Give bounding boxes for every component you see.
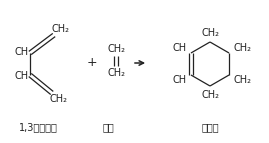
Text: CH₂: CH₂	[233, 75, 251, 85]
Text: CH: CH	[173, 75, 187, 85]
Text: CH₂: CH₂	[107, 68, 125, 78]
Text: CH₂: CH₂	[233, 43, 251, 53]
Text: CH: CH	[15, 47, 29, 57]
Text: CH₂: CH₂	[107, 44, 125, 54]
Text: CH₂: CH₂	[52, 24, 70, 34]
Text: CH: CH	[173, 43, 187, 53]
Text: +: +	[87, 56, 97, 69]
Text: CH₂: CH₂	[201, 28, 219, 38]
Text: 环己烯: 环己烯	[201, 122, 219, 132]
Text: CH: CH	[15, 71, 29, 81]
Text: 1,3－丁二烯: 1,3－丁二烯	[19, 122, 58, 132]
Text: 乙烯: 乙烯	[102, 122, 114, 132]
Text: CH₂: CH₂	[50, 94, 68, 104]
Text: CH₂: CH₂	[201, 90, 219, 100]
